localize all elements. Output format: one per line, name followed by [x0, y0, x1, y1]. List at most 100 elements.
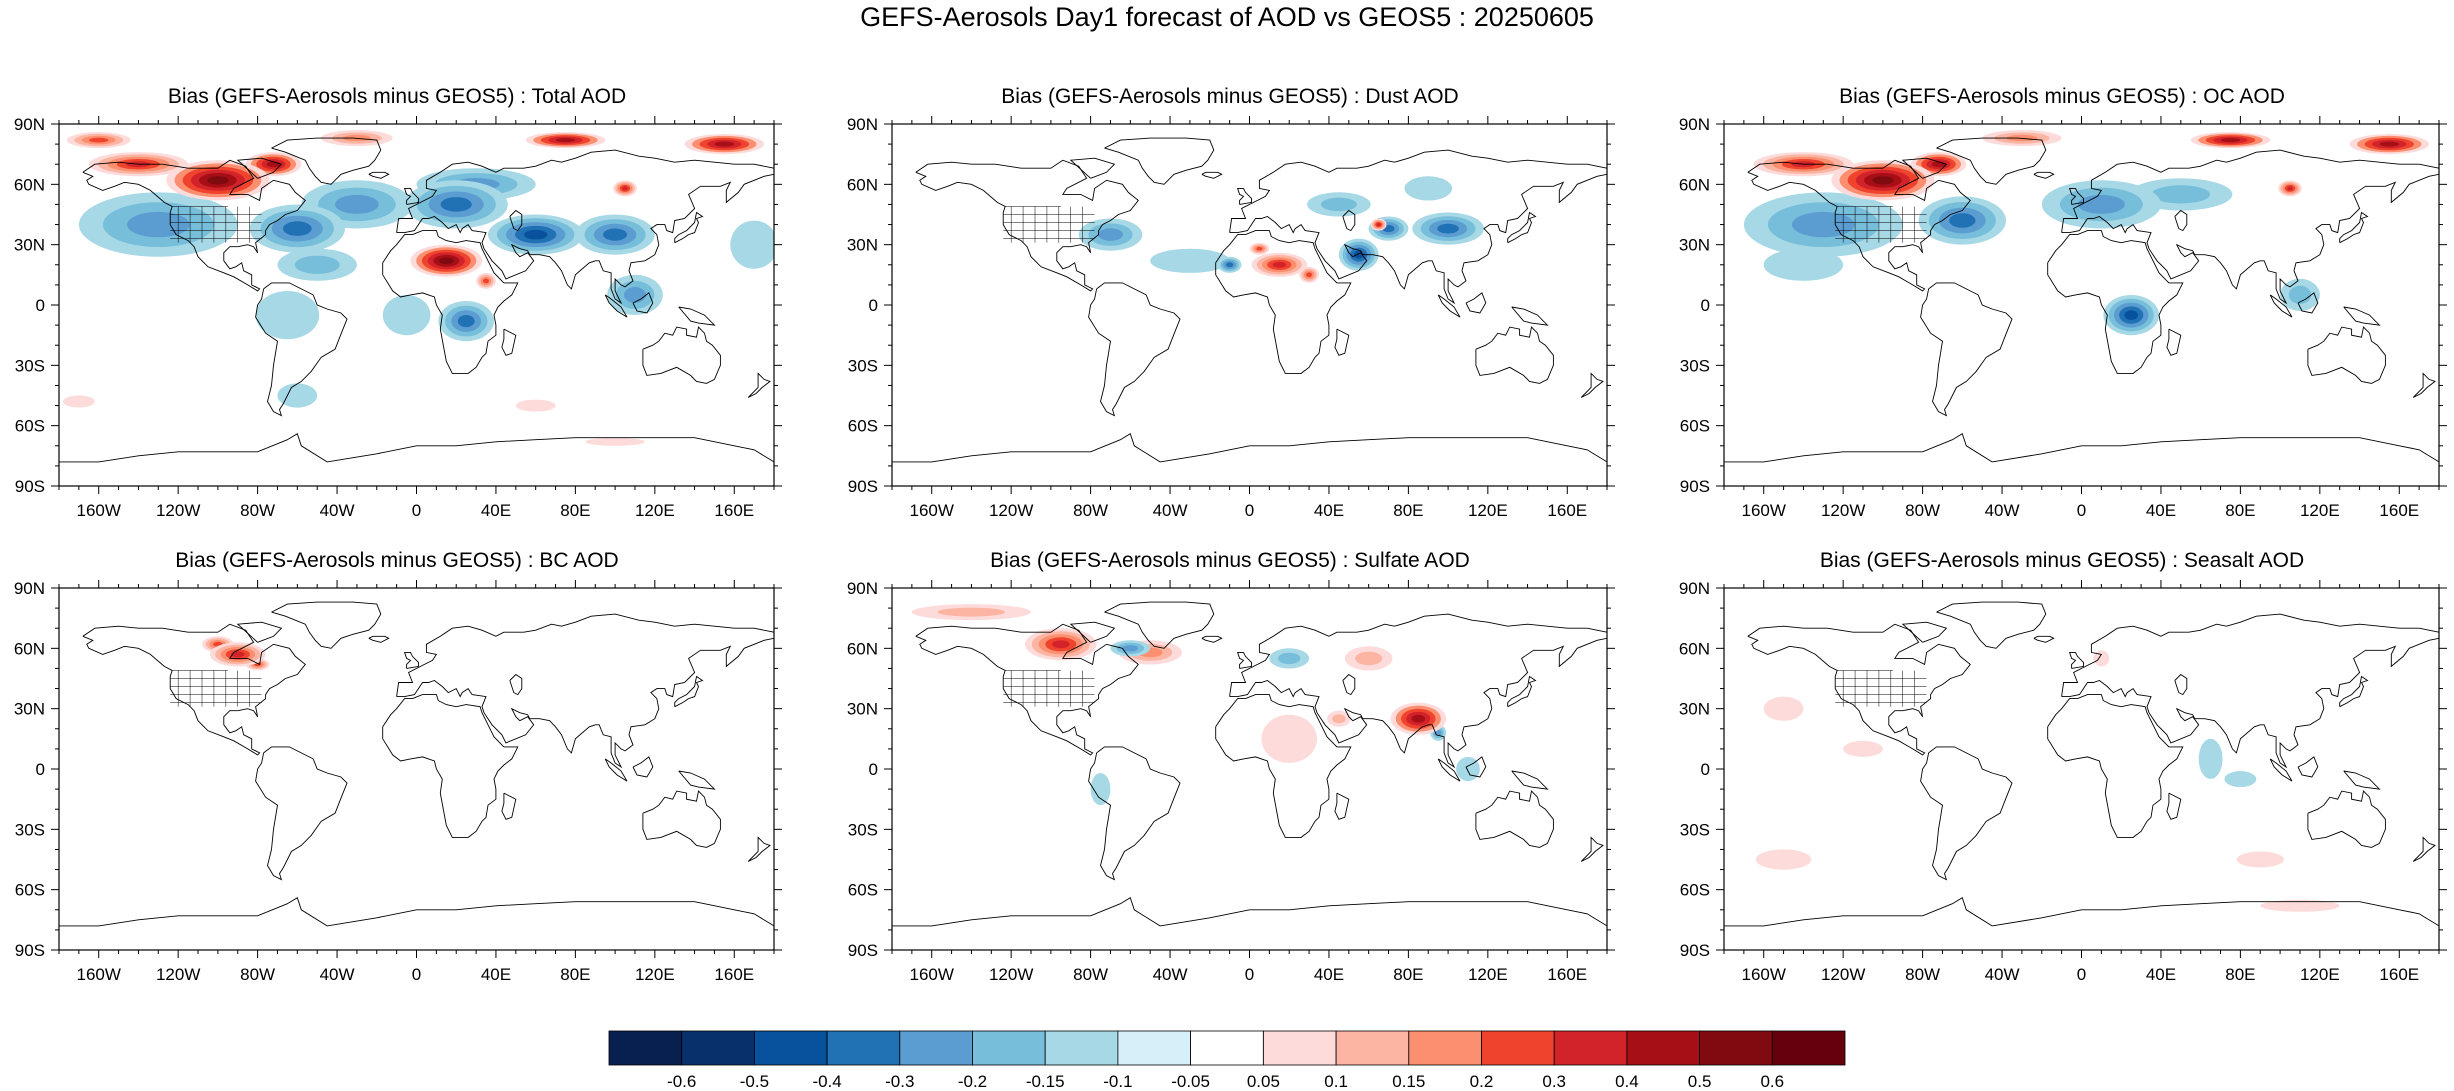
madagascar-coastline — [2166, 792, 2182, 820]
lat-tick-label: 90S — [848, 477, 878, 496]
colorbar-label: 0.4 — [1615, 1072, 1639, 1091]
coastlines — [1724, 137, 2439, 463]
bias-contour-fill — [1090, 773, 1111, 806]
new-zealand-coastline — [747, 836, 771, 862]
borneo-coastline — [1465, 756, 1487, 778]
madagascar-coastline — [2166, 328, 2182, 356]
australia-coastline — [2307, 790, 2386, 848]
greenland-coastline — [1104, 601, 1215, 649]
map-background — [892, 588, 1607, 950]
baffin-island-coastline — [1901, 157, 1948, 179]
colorbar: -0.6 -0.5 -0.4 -0.3 -0.2 -0.15 -0.1 -0.05 0.05 0.… — [608, 1030, 1846, 1091]
europe-asia-coastline — [2061, 613, 2439, 769]
map-plot: 90N 60N 30N 0 30S 60S 90S 160W 120W 80W 40W 0 40E 80E… — [14, 115, 782, 520]
bias-contour-fill — [1150, 248, 1230, 273]
bias-contour-fill — [457, 315, 475, 328]
new-guinea-coastline — [678, 306, 716, 326]
antarctica-coastline — [1724, 897, 2439, 927]
colorbar-swatch — [1044, 1030, 1119, 1066]
bias-contour-fill — [1872, 176, 1894, 185]
lat-tick-label: 60S — [848, 417, 878, 436]
bias-contour-fill — [1404, 176, 1453, 201]
lon-tick-label: 40E — [1314, 965, 1344, 984]
bias-contour-fill — [1456, 756, 1480, 782]
colorbar-label: -0.1 — [1103, 1072, 1132, 1091]
colorbar-swatch — [1771, 1030, 1846, 1066]
lon-tick-label: 0 — [1245, 965, 1254, 984]
axis-ticks — [884, 580, 1615, 958]
bias-contour-fill — [1306, 272, 1313, 278]
bias-contour-fill — [207, 176, 229, 185]
map-panel-bc: Bias (GEFS-Aerosols minus GEOS5) : BC AO… — [7, 548, 787, 1018]
new-guinea-coastline — [678, 770, 716, 790]
lat-tick-label: 60S — [1680, 417, 1710, 436]
indonesia-coastline — [2269, 758, 2293, 782]
bias-contour-fill — [231, 651, 245, 658]
lat-tick-label: 90S — [848, 941, 878, 960]
bias-contour-fill — [2288, 285, 2312, 304]
japan-coastline — [674, 675, 704, 708]
iceland-coastline — [368, 635, 390, 643]
antarctica-coastline — [1724, 433, 2439, 463]
us-state-borders — [1003, 206, 1095, 243]
lat-tick-label: 60N — [14, 175, 45, 194]
new-zealand-coastline — [2412, 836, 2436, 862]
colorbar-swatch — [1335, 1030, 1410, 1066]
lon-tick-label: 80W — [240, 501, 275, 520]
bias-contour-fill — [335, 194, 379, 214]
britain-coastline — [1236, 651, 1252, 669]
colorbar-swatch — [1408, 1030, 1482, 1066]
south-america-coastline — [255, 282, 348, 417]
bias-contour-fill — [2093, 650, 2110, 667]
map-panel-seasalt: Bias (GEFS-Aerosols minus GEOS5) : Seasa… — [1672, 548, 2452, 1018]
lon-tick-label: 80E — [1393, 965, 1423, 984]
lat-tick-label: 30S — [848, 356, 878, 375]
lon-tick-label: 120W — [156, 965, 200, 984]
bias-contour-fill — [282, 221, 312, 236]
lat-tick-label: 0 — [36, 296, 45, 315]
lat-tick-label: 30S — [15, 820, 45, 839]
lon-tick-label: 160W — [77, 501, 121, 520]
greenland-coastline — [1936, 137, 2047, 185]
bias-contour-fill — [1272, 261, 1287, 268]
axis-ticks — [1716, 580, 2447, 958]
north-america-coastline — [915, 159, 1139, 292]
australia-coastline — [2307, 326, 2386, 384]
bias-contour-fill — [2287, 186, 2293, 191]
bias-contour-fill — [1949, 213, 1976, 228]
lon-tick-label: 120E — [635, 501, 675, 520]
coastlines — [1724, 601, 2439, 927]
lon-tick-label: 120E — [635, 965, 675, 984]
us-state-borders — [170, 206, 262, 243]
bias-contour-fill — [714, 141, 734, 147]
lat-tick-label: 30S — [848, 820, 878, 839]
lon-tick-label: 80E — [560, 965, 590, 984]
map-panel-dust: Bias (GEFS-Aerosols minus GEOS5) : Dust … — [840, 84, 1620, 554]
bias-contour-fill — [440, 197, 472, 212]
bias-contour-fill — [1755, 849, 1812, 870]
lon-tick-label: 120W — [989, 501, 1033, 520]
lat-tick-label: 30S — [1680, 356, 1710, 375]
indonesia-coastline — [1437, 758, 1461, 782]
bias-contour-fill — [1256, 246, 1263, 251]
us-state-borders — [1835, 206, 1927, 243]
lon-tick-label: 120W — [1821, 501, 1865, 520]
colorbar-swatch — [681, 1030, 755, 1066]
lon-tick-label: 160E — [714, 501, 754, 520]
lat-tick-label: 0 — [1701, 760, 1710, 779]
borneo-coastline — [632, 756, 654, 778]
madagascar-coastline — [1334, 792, 1350, 820]
us-state-borders — [1835, 670, 1927, 707]
japan-coastline — [2339, 675, 2369, 708]
colorbar-swatch — [1190, 1030, 1264, 1066]
lat-tick-label: 60S — [15, 417, 45, 436]
borneo-coastline — [2297, 756, 2319, 778]
lon-tick-label: 40E — [1314, 501, 1344, 520]
lat-tick-label: 0 — [1701, 296, 1710, 315]
bias-contour-fill — [1261, 714, 1317, 763]
lon-tick-label: 120E — [1468, 965, 1508, 984]
baffin-island-coastline — [1901, 621, 1948, 643]
map-background — [59, 588, 774, 950]
lon-tick-label: 40W — [320, 965, 355, 984]
south-america-coastline — [1920, 746, 2013, 881]
